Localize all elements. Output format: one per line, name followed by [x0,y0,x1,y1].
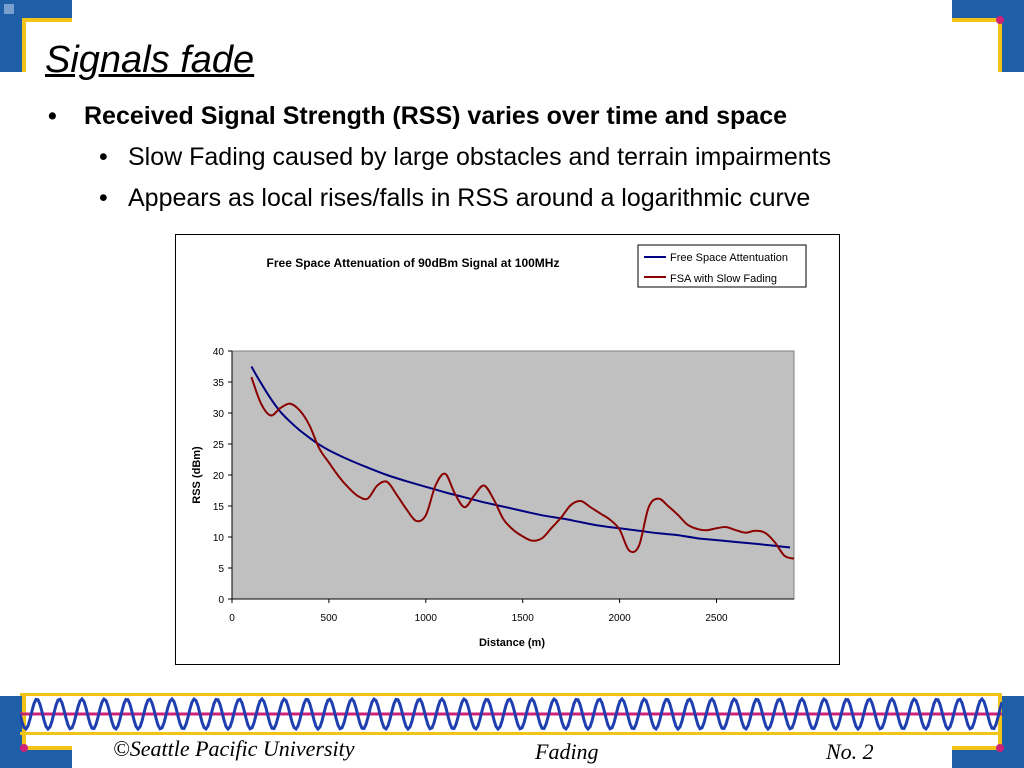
axes [228,350,794,603]
line-chart: Free Space Attenuation of 90dBm Signal a… [191,244,807,649]
footer-topic: Fading [535,739,599,764]
sine-wave-banner [20,693,1002,735]
y-tick-label: 15 [213,502,225,513]
x-tick-label: 2500 [705,613,728,624]
tick-labels: 0 5 10 15 20 25 30 35 40 0 500 1000 1500 2000 2500 [213,347,728,624]
y-axis-label: RSS (dBm) [191,446,203,504]
y-tick-label: 30 [213,409,225,420]
bullet-marker: • [99,184,108,212]
corner-ornament-bottom-right [952,696,1024,768]
x-tick-label: 1500 [512,613,535,624]
bullet-marker: • [99,143,108,171]
plot-area [231,350,795,600]
series-lines [250,365,795,560]
y-tick-label: 35 [213,378,225,389]
x-tick-label: 2000 [608,613,631,624]
x-axis-label: Distance (m) [479,637,545,649]
series-line-slow-fading [250,376,795,560]
bullet-marker: • [48,102,57,130]
chart-container: Free Space Attenuation of 90dBm Signal a… [175,234,840,665]
corner-ornament-bottom-left [0,696,72,768]
legend-label-free-space: Free Space Attentuation [670,252,788,264]
x-tick-label: 1000 [415,613,438,624]
y-tick-label: 0 [218,595,224,606]
y-tick-label: 10 [213,533,225,544]
y-tick-label: 40 [213,347,225,358]
bullet-text: Appears as local rises/falls in RSS arou… [128,184,811,212]
corner-ornament-top-left [0,0,72,72]
legend-label-slow-fading: FSA with Slow Fading [670,273,777,285]
y-tick-label: 25 [213,440,225,451]
y-tick-label: 20 [213,471,225,482]
x-tick-label: 500 [321,613,338,624]
chart-legend: Free Space Attentuation FSA with Slow Fa… [637,244,807,288]
series-line-free-space [250,365,791,549]
footer-copyright: ©Seattle Pacific University [113,736,355,761]
chart-title: Free Space Attenuation of 90dBm Signal a… [267,256,560,270]
x-tick-label: 0 [229,613,235,624]
footer-page-number: No. 2 [826,739,874,764]
bullet-text: Slow Fading caused by large obstacles an… [128,143,832,171]
legend-box [637,244,807,288]
bullet-text: Received Signal Strength (RSS) varies ov… [84,102,788,130]
corner-ornament-top-right [952,0,1024,72]
y-tick-label: 5 [218,564,224,575]
slide-title: Signals fade [45,39,255,81]
